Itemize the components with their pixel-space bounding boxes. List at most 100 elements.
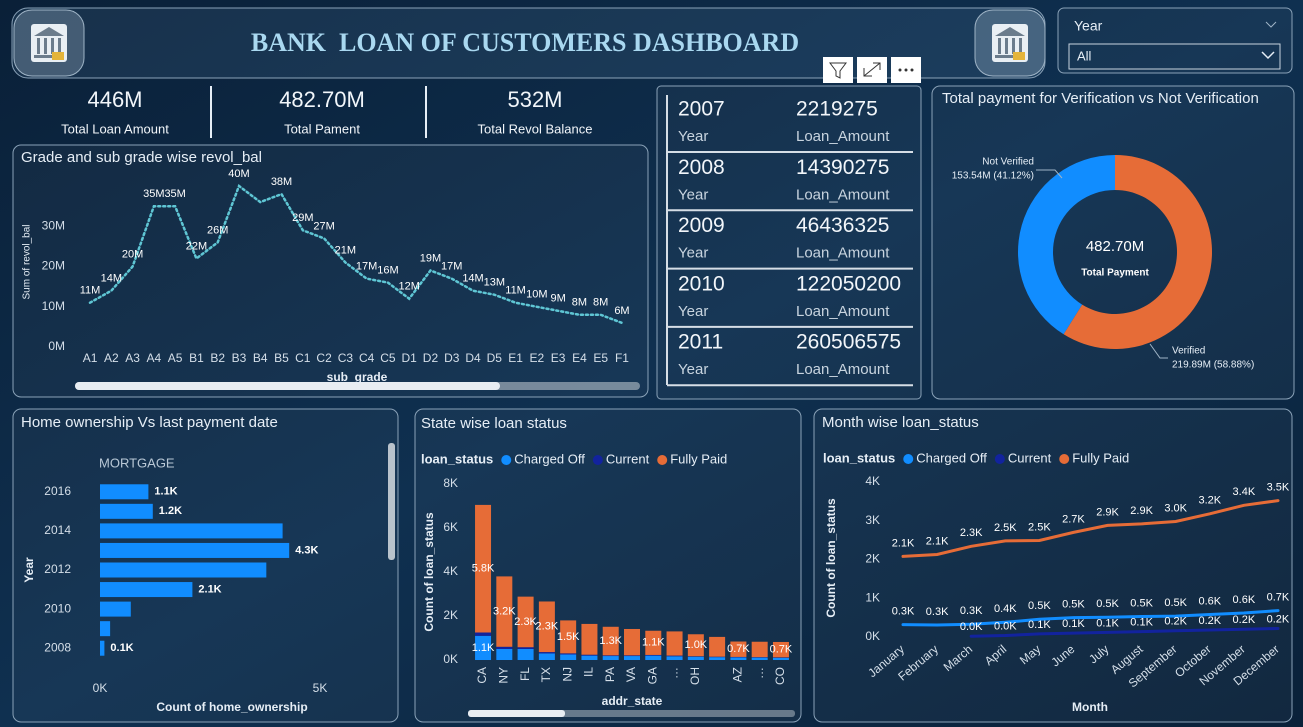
data-label: 1.2K — [159, 505, 182, 517]
y-tick-label: 20M — [42, 259, 65, 273]
panel — [12, 408, 399, 723]
bar-segment — [475, 635, 492, 660]
y-tick-label: 0K — [443, 652, 458, 666]
x-tick-label: A3 — [125, 351, 140, 365]
line — [969, 627, 1280, 638]
donut-slice — [1017, 155, 1115, 335]
data-label: 9M — [550, 293, 565, 305]
y-tick-label: 8K — [443, 476, 458, 490]
bar-segment — [602, 656, 619, 660]
x-tick-label: C3 — [338, 351, 354, 365]
data-label: 2.1K — [198, 583, 221, 595]
y-tick-label: 2014 — [44, 523, 71, 537]
y-tick-label: 2K — [865, 552, 880, 566]
x-tick-label: 5K — [313, 681, 328, 695]
kpi-value: 532M — [507, 87, 562, 112]
panel — [12, 144, 649, 398]
data-label: 20M — [122, 248, 143, 260]
slice-value: 219.89M (58.88%) — [1172, 360, 1254, 371]
data-label: 8M — [593, 297, 608, 309]
table-year-label: Year — [678, 128, 708, 145]
charts: 2007 2219275 Year Loan_Amount 2008 14390275 Ye… — [21, 90, 1290, 714]
chart-title: Month wise loan_status — [822, 414, 979, 431]
bar-segment — [751, 657, 768, 660]
data-label: 29M — [292, 212, 313, 224]
table-amount: 2219275 — [796, 98, 878, 121]
data-label: 2.3K — [960, 527, 983, 539]
data-label: 3.4K — [1233, 486, 1256, 498]
legend-swatch — [1059, 454, 1070, 464]
table-amount-label: Loan_Amount — [796, 186, 890, 203]
table-year: 2010 — [678, 272, 725, 295]
panel — [931, 85, 1295, 400]
x-tick-label: F1 — [615, 351, 629, 365]
table-year: 2007 — [678, 98, 725, 121]
scrollbar-thumb[interactable] — [468, 710, 565, 717]
x-tick-label: VA — [624, 667, 638, 682]
table-year: 2011 — [678, 331, 723, 354]
bar — [100, 640, 105, 656]
data-label: 1.0K — [685, 639, 708, 651]
chart-title: Grade and sub grade wise revol_bal — [21, 149, 262, 166]
y-axis-title: Year — [22, 557, 36, 583]
data-label: 3.2K — [493, 606, 516, 618]
data-label: 3.5K — [1267, 482, 1290, 494]
x-tick-label: TX — [539, 667, 553, 682]
slicer-dropdown[interactable] — [1068, 43, 1281, 70]
table-year: 2008 — [678, 156, 725, 179]
x-tick-label: E4 — [572, 351, 587, 365]
x-axis-title: sub_grade — [327, 370, 388, 384]
data-label: 0.5K — [1164, 597, 1187, 609]
y-tick-label: 2012 — [44, 562, 71, 576]
data-label: 0.7K — [1267, 592, 1290, 604]
x-tick-label: IL — [582, 667, 596, 677]
data-label: 1.1K — [154, 486, 177, 498]
data-label: 0.3K — [926, 606, 949, 618]
legend-swatch — [592, 455, 603, 465]
bar — [100, 562, 267, 578]
bar-segment — [751, 641, 768, 658]
leader-line — [1149, 343, 1168, 359]
y-tick-label: 0K — [865, 629, 880, 643]
bar-segment — [730, 657, 747, 660]
x-tick-label: D3 — [444, 351, 460, 365]
scrollbar-thumb[interactable] — [75, 382, 500, 390]
data-label: 0.5K — [1062, 599, 1085, 611]
chart-subtitle: MORTGAGE — [99, 455, 175, 470]
bar-segment — [645, 654, 662, 656]
x-tick-label: A2 — [104, 351, 119, 365]
data-label: 17M — [441, 261, 462, 273]
data-label: 0.2K — [1164, 616, 1187, 628]
bar-segment — [581, 655, 598, 660]
legend-title: loan_status — [823, 450, 895, 465]
y-tick-label: 0M — [48, 339, 65, 353]
x-tick-label: … — [667, 667, 681, 679]
filter-button[interactable] — [823, 57, 853, 83]
x-tick-label: E5 — [593, 351, 608, 365]
data-label: 0.4K — [994, 603, 1017, 615]
data-label: 0.6K — [1198, 595, 1221, 607]
x-tick-label: D1 — [402, 351, 418, 365]
kpi-label: Total Pament — [284, 121, 360, 136]
x-tick-label: B3 — [232, 351, 247, 365]
year-slicer — [1057, 7, 1293, 74]
y-tick-label: 2K — [443, 608, 458, 622]
scrollbar-thumb[interactable] — [388, 443, 395, 560]
bar-segment — [666, 656, 683, 660]
x-tick-label: C2 — [316, 351, 332, 365]
data-label: 2.9K — [1096, 506, 1119, 518]
x-tick-label: CA — [475, 667, 489, 684]
y-tick-label: 1K — [865, 590, 880, 604]
panel — [656, 85, 922, 400]
table-amount: 46436325 — [796, 214, 889, 237]
x-tick-label: E3 — [551, 351, 566, 365]
data-label: 0.3K — [960, 605, 983, 617]
data-label: 0.0K — [994, 620, 1017, 632]
slicer-label: Year — [1074, 18, 1103, 34]
bar-segment — [624, 655, 640, 657]
data-label: 11M — [505, 285, 526, 297]
bar-segment — [538, 601, 555, 653]
y-tick-label: 6K — [443, 520, 458, 534]
bar-segment — [624, 628, 640, 656]
